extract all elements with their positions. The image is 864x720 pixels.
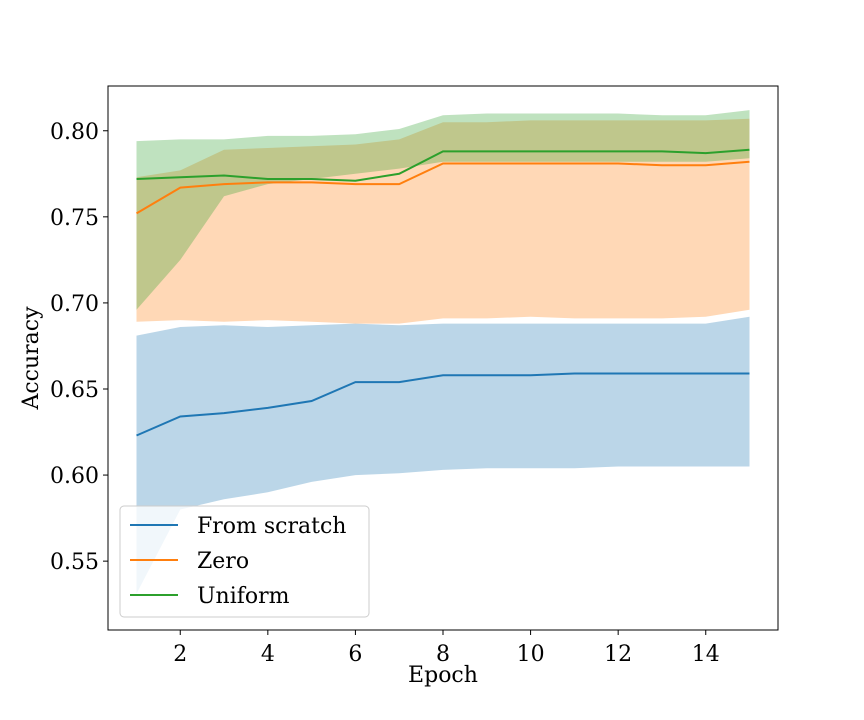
y-axis-ticks: 0.55 0.60 0.65 0.70 0.75 0.80 (50, 120, 108, 575)
x-tick-label: 6 (348, 642, 362, 667)
x-axis-label: Epoch (408, 663, 478, 688)
legend-label: From scratch (197, 514, 346, 539)
x-axis-ticks: 2 4 6 8 10 12 14 (173, 630, 720, 667)
y-tick-label: 0.55 (50, 550, 99, 575)
line-series-0 (136, 372, 750, 437)
x-tick-label: 2 (173, 642, 187, 667)
y-axis-label: Accuracy (19, 306, 44, 411)
legend-box (119, 505, 370, 618)
y-tick-label: 0.75 (50, 206, 99, 231)
band-series-0 (136, 316, 750, 594)
x-tick-label: 12 (604, 642, 632, 667)
legend-label: Uniform (197, 584, 290, 609)
confidence-bands (136, 110, 750, 594)
legend: From scratch Zero Uniform (119, 505, 370, 618)
x-tick-label: 8 (436, 642, 450, 667)
band-series-1 (136, 118, 750, 324)
line-series-1 (135, 160, 750, 215)
y-tick-label: 0.80 (50, 120, 99, 145)
y-tick-label: 0.60 (50, 464, 99, 489)
band-series-2 (136, 110, 750, 310)
y-tick-label: 0.70 (50, 292, 99, 317)
y-tick-label: 0.65 (50, 378, 99, 403)
x-tick-label: 14 (692, 642, 720, 667)
x-tick-label: 4 (261, 642, 275, 667)
series-lines (135, 148, 750, 437)
legend-label: Zero (197, 549, 249, 574)
line-series-2 (136, 148, 750, 182)
x-tick-label: 10 (517, 642, 545, 667)
